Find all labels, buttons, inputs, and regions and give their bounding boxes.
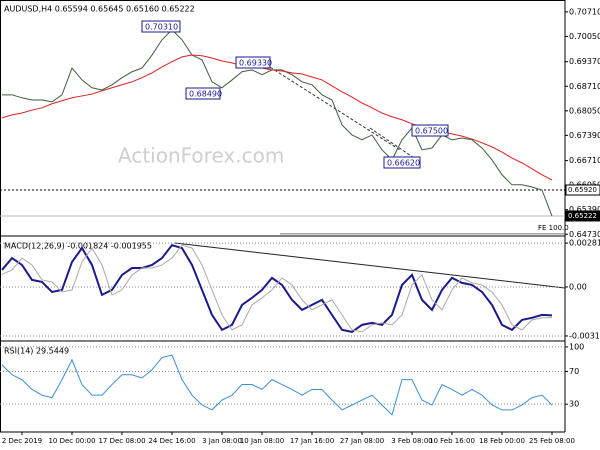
annotation: 0.68490 — [189, 90, 222, 99]
panel-title: RSI(14) 29.5449 — [4, 347, 69, 356]
y-tick-label: 0.68050 — [569, 106, 600, 115]
annotation-box — [235, 56, 271, 69]
y-tick-label: 0.00 — [569, 282, 587, 291]
y-tick-label: 0.69370 — [569, 57, 600, 66]
series-line — [2, 29, 553, 217]
x-tick-label: 10 Dec 00:00 — [48, 437, 95, 445]
x-tick-label: 17 Jan 16:00 — [290, 437, 334, 445]
y-tick-label: 0.64730 — [569, 230, 600, 239]
x-tick-label: 10 Feb 16:00 — [429, 437, 475, 445]
annotation: 0.69330 — [239, 59, 272, 68]
series-line — [1, 243, 553, 333]
x-tick-label: 10 Jan 08:00 — [240, 437, 284, 445]
x-tick-label: 3 Feb 08:00 — [391, 437, 432, 445]
y-tick-label: 0.65390 — [569, 205, 600, 214]
series-line — [1, 244, 553, 333]
y-tick-label: 0.70710 — [569, 7, 600, 16]
annotation: 0.67500 — [415, 127, 448, 136]
y-tick-label: -0.003141 — [569, 331, 600, 340]
annotation: 0.70310 — [145, 23, 178, 32]
x-tick-label: 27 Jan 08:00 — [340, 437, 384, 445]
watermark: ActionForex.com — [118, 144, 284, 168]
y-tick-label: 0.67390 — [569, 131, 600, 140]
annotation-box — [411, 124, 449, 137]
panel-title: AUDUSD,H4 0.65594 0.65645 0.65160 0.6522… — [4, 5, 195, 14]
level-box — [565, 184, 600, 196]
y-tick-label: 0.00281 — [569, 239, 600, 248]
trend-line — [261, 61, 401, 151]
x-tick-label: 18 Feb 00:00 — [479, 437, 525, 445]
panel-title: MACD(12,26,9) -0.001824 -0.001955 — [4, 242, 152, 251]
series-line — [1, 54, 553, 181]
trend-line — [369, 127, 421, 163]
level-box — [565, 210, 600, 222]
annotation-box — [185, 87, 221, 100]
annotation-box — [383, 156, 421, 169]
annotation: 0.66620 — [387, 159, 420, 168]
y-tick-label: 100 — [569, 342, 584, 351]
series-line — [1, 354, 553, 416]
y-tick-label: 0.70050 — [569, 32, 600, 41]
x-tick-label: 2 Dec 2019 — [2, 437, 42, 445]
y-tick-label: 30 — [569, 400, 579, 409]
y-tick-label: 70 — [569, 367, 579, 376]
macd-trend-line — [174, 242, 566, 289]
x-tick-label: 17 Dec 08:00 — [98, 437, 145, 445]
level-label: 0.65920 — [568, 186, 597, 194]
level-label: 0.65222 — [568, 212, 597, 220]
x-tick-label: 3 Jan 08:00 — [202, 437, 242, 445]
x-tick-label: 25 Feb 08:00 — [529, 437, 575, 445]
annotation-box — [141, 20, 181, 33]
fe-label: FE 100.0 — [538, 224, 569, 232]
y-tick-label: 0.66710 — [569, 156, 600, 165]
x-tick-label: 24 Dec 16:00 — [148, 437, 195, 445]
y-tick-label: 0.68710 — [569, 82, 600, 91]
